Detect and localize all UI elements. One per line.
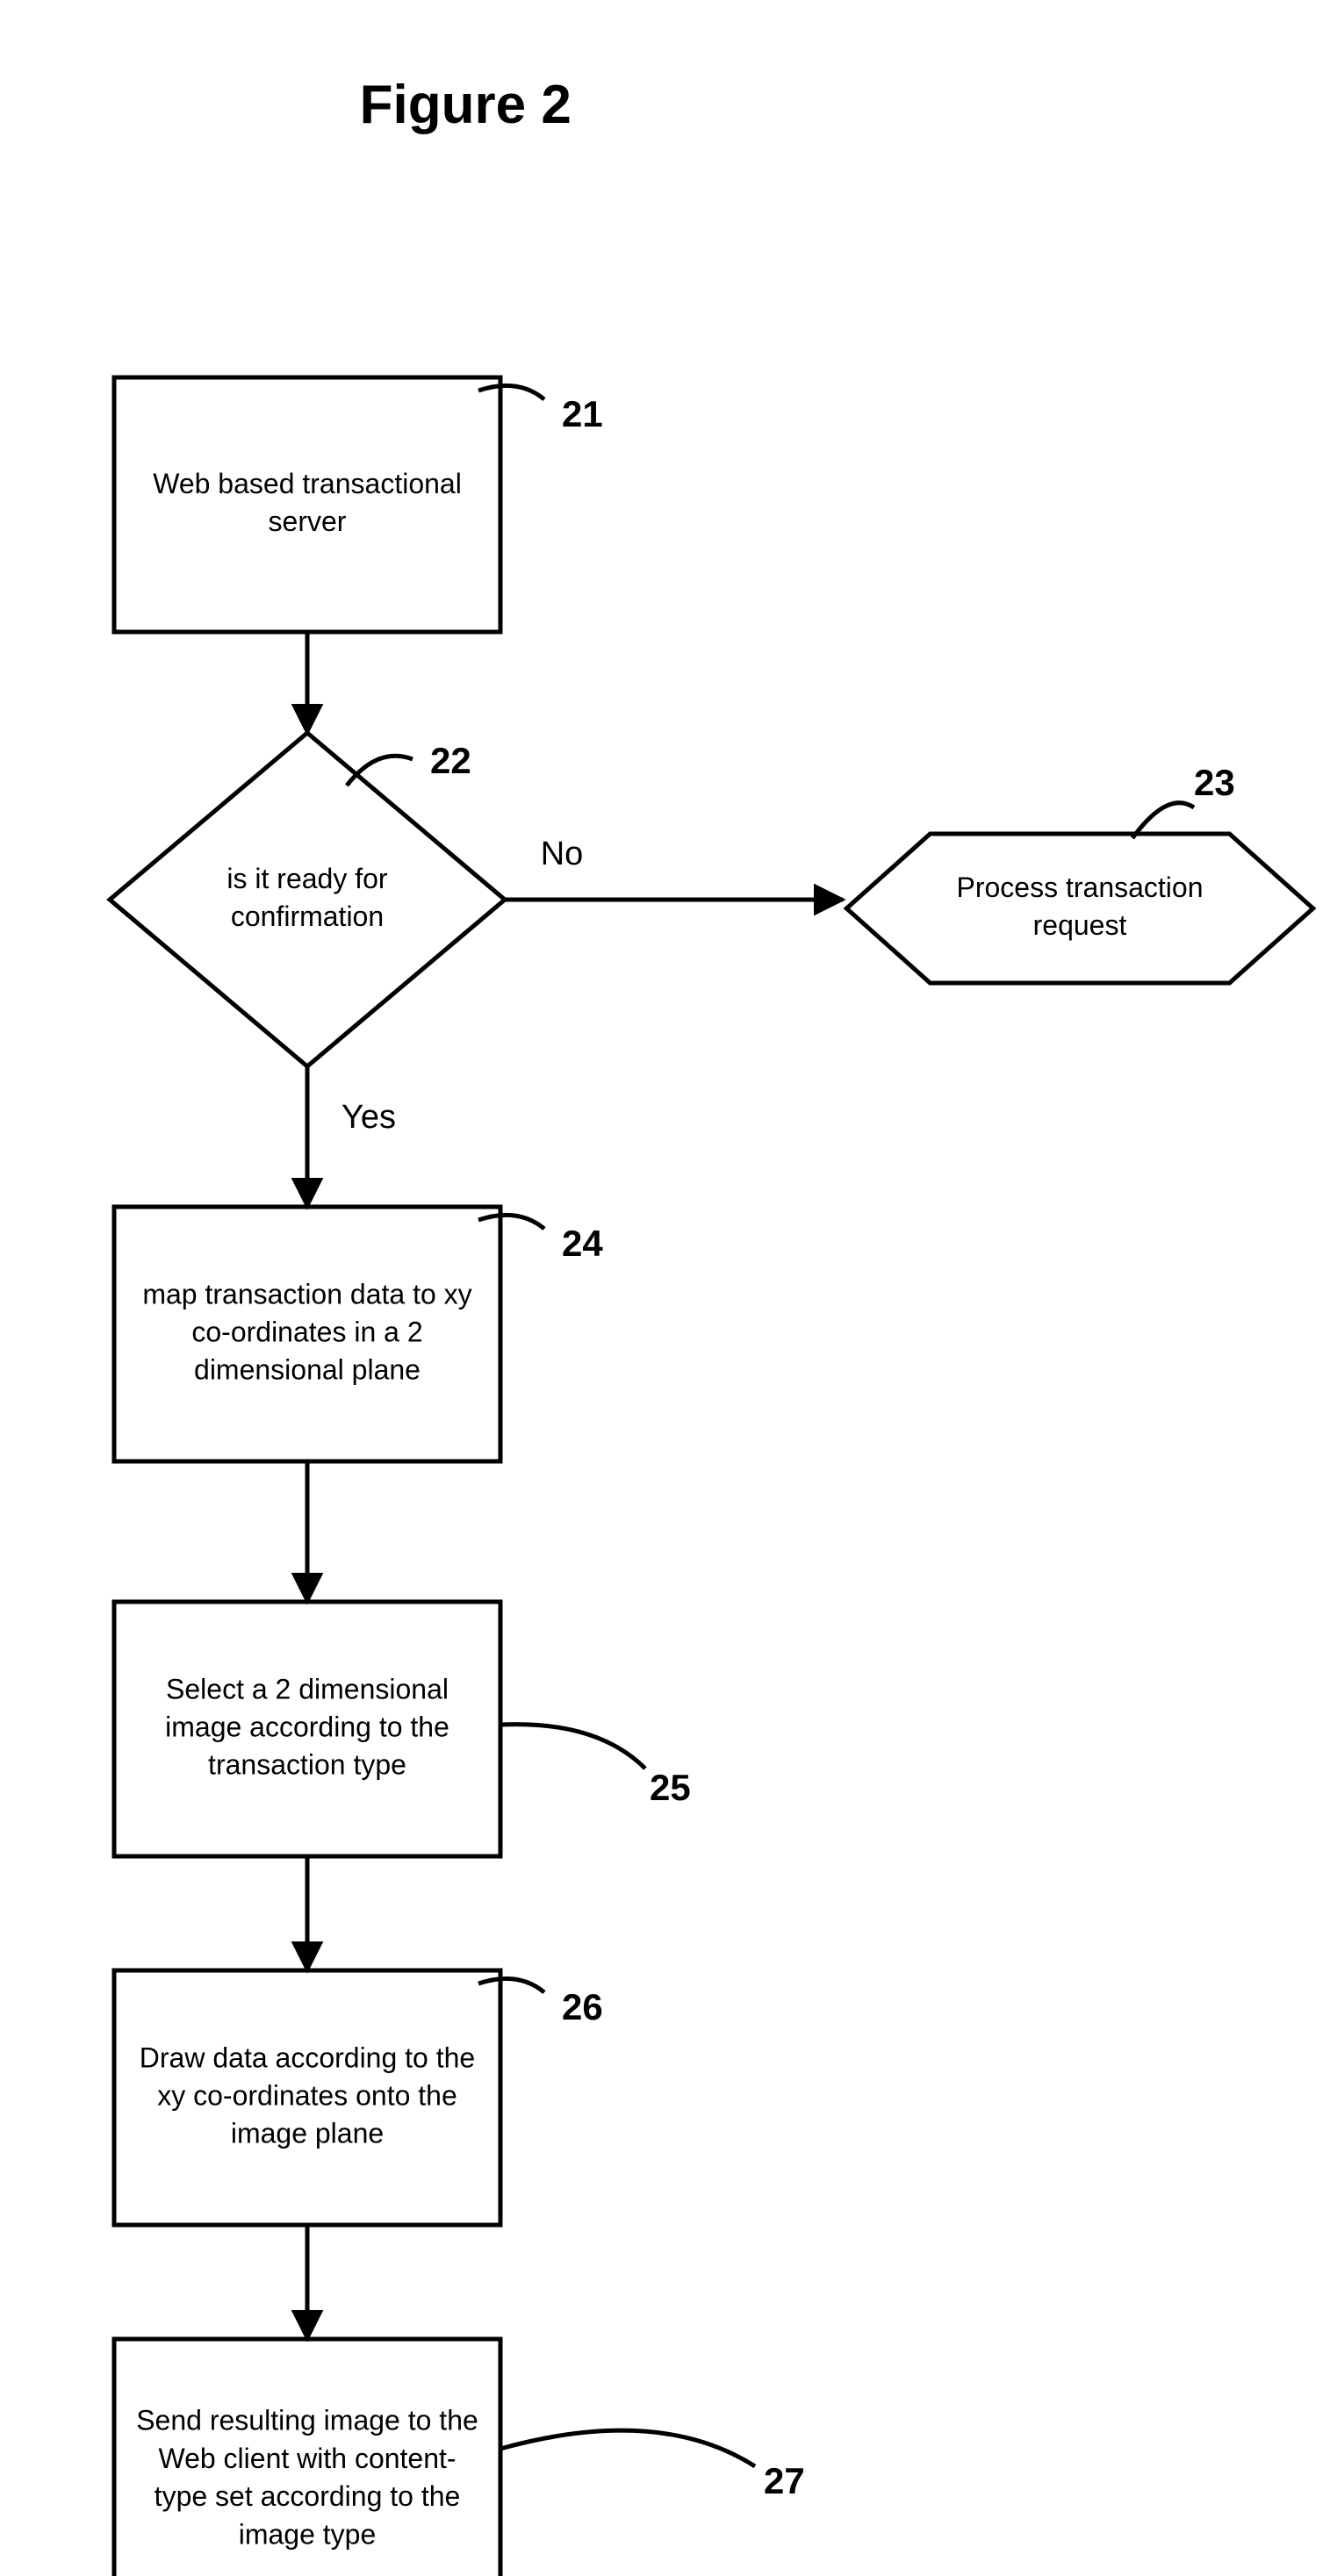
node-n26-line-1: xy co-ordinates onto the — [157, 2079, 457, 2111]
node-n21-line-1: server — [269, 506, 347, 537]
callout-n27 — [500, 2430, 755, 2466]
flowchart-canvas: Figure 2 Web based transactional server is … — [0, 0, 1330, 2576]
node-n24-line-0: map transaction data to xy — [142, 1278, 471, 1310]
ref-n22: 22 — [430, 740, 471, 781]
callout-n21 — [478, 385, 544, 399]
ref-n25: 25 — [650, 1767, 691, 1808]
node-n25-line-2: transaction type — [208, 1749, 406, 1781]
ref-n21: 21 — [562, 393, 603, 434]
edge-label-n22-n23: No — [541, 836, 584, 872]
node-n25-line-0: Select a 2 dimensional — [166, 1673, 449, 1704]
node-n22-line-1: confirmation — [231, 901, 384, 932]
node-n25-line-1: image according to the — [165, 1711, 449, 1742]
callout-n25 — [500, 1725, 645, 1769]
node-n22-line-0: is it ready for — [226, 863, 388, 894]
callout-n26 — [478, 1978, 544, 1992]
node-n26-line-0: Draw data according to the — [140, 2041, 475, 2073]
callout-n24 — [478, 1215, 544, 1229]
edge-label-n22-n24: Yes — [341, 1099, 396, 1136]
ref-n24: 24 — [562, 1223, 603, 1264]
node-n21 — [114, 377, 500, 632]
node-n27-line-3: image type — [239, 2518, 377, 2550]
node-n23 — [846, 834, 1312, 983]
node-n26-line-2: image plane — [231, 2118, 384, 2149]
node-n22 — [110, 733, 505, 1066]
node-n24-line-1: co-ordinates in a 2 — [191, 1316, 422, 1347]
node-n27-line-0: Send resulting image to the — [136, 2405, 478, 2436]
node-n27-line-2: type set according to the — [155, 2480, 461, 2512]
node-n21-line-0: Web based transactional — [153, 468, 462, 499]
node-n24-line-2: dimensional plane — [194, 1354, 421, 1386]
callout-n22 — [347, 756, 413, 786]
ref-n26: 26 — [562, 1986, 603, 2027]
ref-n27: 27 — [764, 2460, 805, 2501]
figure-title: Figure 2 — [360, 75, 572, 135]
ref-n23: 23 — [1194, 762, 1235, 803]
node-n23-line-0: Process transaction — [956, 872, 1203, 903]
node-n23-line-1: request — [1033, 909, 1127, 941]
node-n27-line-1: Web client with content- — [158, 2443, 456, 2474]
